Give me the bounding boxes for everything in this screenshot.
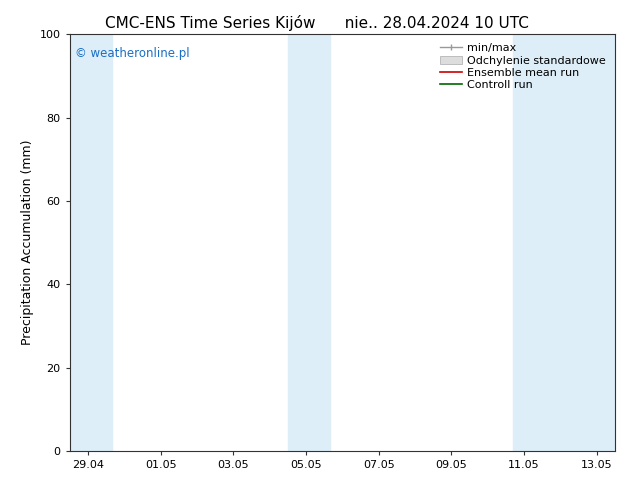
Text: CMC-ENS Time Series Kijów      nie.. 28.04.2024 10 UTC: CMC-ENS Time Series Kijów nie.. 28.04.20… — [105, 15, 529, 31]
Bar — [70, 34, 112, 451]
Bar — [513, 34, 615, 451]
Text: © weatheronline.pl: © weatheronline.pl — [75, 47, 190, 60]
Bar — [288, 34, 330, 451]
Legend: min/max, Odchylenie standardowe, Ensemble mean run, Controll run: min/max, Odchylenie standardowe, Ensembl… — [436, 40, 609, 94]
Y-axis label: Precipitation Accumulation (mm): Precipitation Accumulation (mm) — [21, 140, 34, 345]
